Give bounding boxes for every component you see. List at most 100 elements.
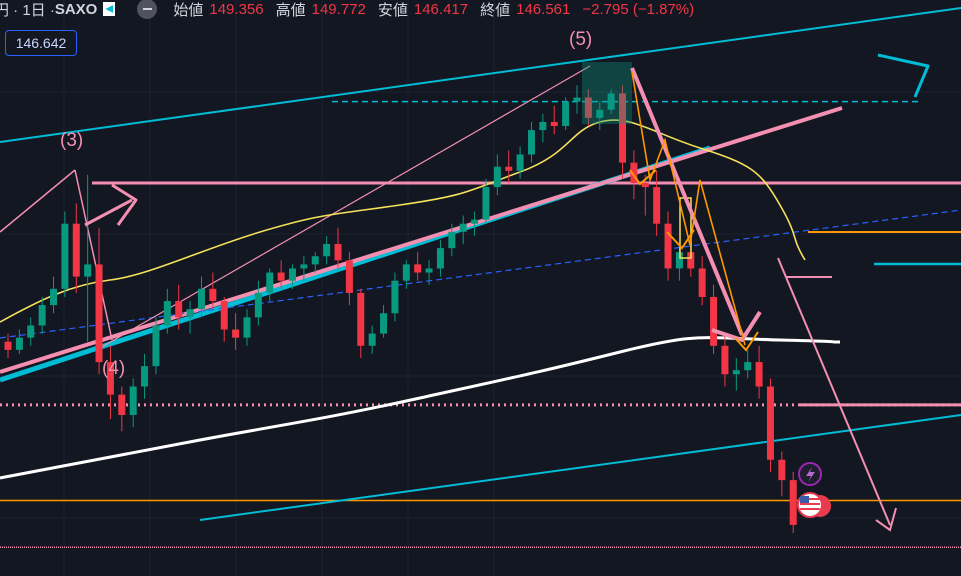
candle-body — [425, 268, 433, 273]
high-label: 高値 — [275, 1, 306, 19]
candle-body — [232, 329, 240, 338]
candle-body — [710, 296, 718, 346]
event-markers[interactable] — [797, 462, 831, 518]
candle-body — [562, 101, 570, 127]
wave-label-5: (5) — [569, 29, 593, 50]
candle-body — [732, 370, 740, 375]
candle-body — [289, 268, 296, 281]
candle-body — [220, 301, 228, 330]
orange-arrow-2 — [666, 229, 695, 250]
close-label: 終値 — [480, 1, 511, 19]
candle-body — [482, 187, 490, 220]
candle-body — [323, 244, 331, 257]
candle-body — [186, 309, 194, 318]
trendline-pink-thick — [0, 106, 843, 374]
candle-body — [505, 166, 513, 171]
candle-body — [471, 219, 479, 224]
candle-body — [436, 248, 444, 269]
candle-body — [152, 325, 160, 367]
candle-body — [197, 288, 205, 310]
candle-body — [755, 362, 763, 387]
candle-body — [61, 223, 69, 289]
candle-body — [493, 166, 501, 188]
low-label: 安値 — [377, 1, 408, 19]
symbol-name[interactable]: 円 · 1日 · — [0, 1, 55, 19]
candle-body — [84, 264, 92, 277]
broker-flag-icon — [103, 2, 116, 16]
candle-body — [619, 93, 627, 163]
wave-label-4: (4) — [102, 358, 126, 379]
candle-body — [277, 272, 285, 281]
pink-line-down-head — [875, 507, 897, 532]
drawings — [84, 53, 930, 532]
price-input-box[interactable]: 146.642 — [5, 30, 77, 56]
candle-body — [778, 459, 786, 481]
pink-arrow-up-head — [111, 183, 138, 226]
candle-body — [414, 264, 422, 273]
orange-wave-path — [631, 71, 746, 346]
candle-body — [50, 288, 58, 306]
candle-body — [766, 386, 774, 460]
candle-body — [527, 130, 535, 155]
candle-body — [448, 231, 456, 249]
high-value: 149.772 — [311, 0, 366, 18]
symbol-header: 円 · 1日 · SAXO 始値 149.356 高値 149.772 安値 146.… — [0, 0, 694, 19]
candle-body — [38, 305, 46, 326]
candle-body — [27, 325, 35, 338]
candle-body — [266, 272, 274, 293]
candle-body — [357, 292, 365, 346]
pink-line-down — [777, 257, 891, 526]
candles — [4, 62, 797, 534]
low-value: 146.417 — [413, 0, 469, 18]
candle-body — [687, 252, 695, 269]
candle-body — [72, 223, 80, 277]
candle-body — [129, 386, 137, 415]
lightning-glyph — [806, 467, 815, 482]
candle-body — [163, 301, 171, 326]
candle-body — [550, 121, 558, 127]
candle-body — [607, 93, 615, 110]
candle-body — [573, 97, 581, 102]
candle-body — [15, 337, 23, 350]
candle-body — [368, 333, 376, 346]
trend-lines — [0, 7, 961, 521]
candle-body — [141, 366, 149, 387]
candle-body — [630, 162, 638, 183]
candle-body — [254, 292, 262, 318]
candle-body — [698, 268, 706, 297]
channel-cyan-bottom — [199, 414, 961, 521]
highlight-box — [582, 62, 632, 124]
candle-body — [311, 256, 319, 265]
candle-body — [721, 345, 729, 375]
close-value: 146.561 — [516, 0, 571, 18]
open-label: 始値 — [173, 1, 204, 19]
broker-name[interactable]: SAXO — [54, 0, 98, 18]
candle-body — [744, 362, 752, 371]
pink-arrow-up — [84, 198, 133, 227]
minus-button-icon[interactable] — [137, 0, 158, 19]
wave-line-b — [74, 169, 113, 341]
wave-line-a — [0, 169, 76, 233]
pink-arrow-down-head — [711, 310, 762, 342]
candle-body — [459, 223, 467, 232]
pink-arrow-down — [630, 67, 744, 336]
candle-body — [391, 280, 399, 314]
candle-body — [243, 317, 251, 338]
candle-body — [95, 264, 103, 363]
candle-body — [675, 252, 683, 269]
candle-body — [4, 341, 12, 350]
trendline-blue-dashed — [0, 209, 961, 339]
candle-body — [118, 394, 126, 415]
candle-body — [596, 109, 604, 118]
cyan-arrow-head — [877, 53, 930, 98]
candle-body — [539, 121, 547, 131]
candle-body — [653, 187, 661, 224]
candle-body — [345, 260, 353, 293]
orange-arrow-1 — [629, 169, 657, 186]
moving-average-white — [0, 336, 841, 480]
candle-body — [300, 264, 308, 269]
channel-pink-thin — [99, 65, 591, 349]
candle-body — [402, 264, 410, 281]
